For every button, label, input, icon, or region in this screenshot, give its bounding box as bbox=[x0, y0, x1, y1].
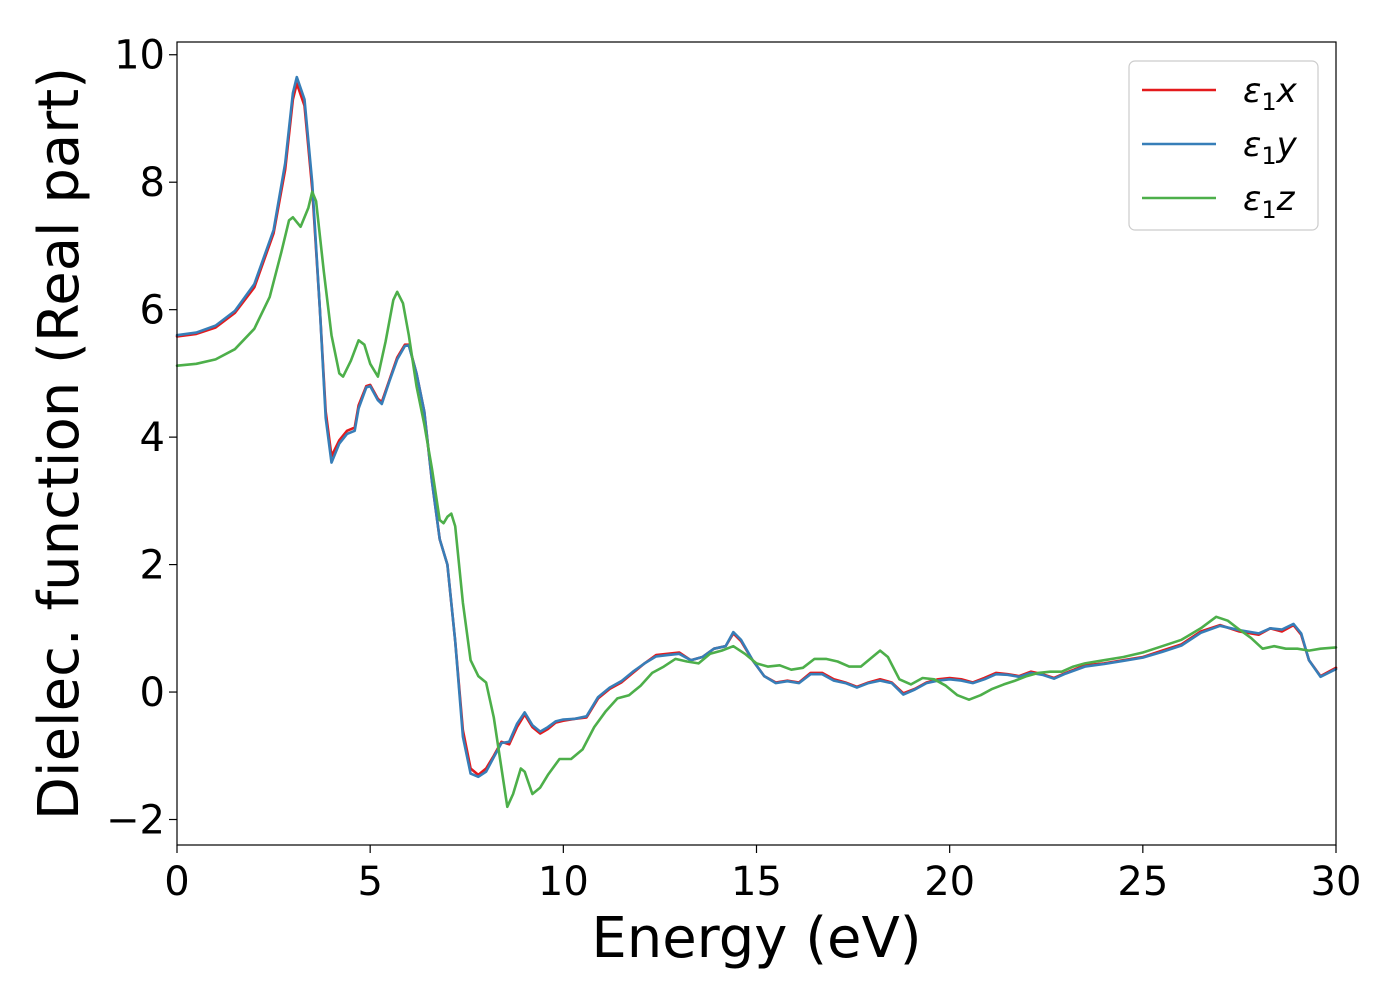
legend-label-x: ε1x bbox=[1243, 71, 1298, 116]
legend-label-subscript: 1 bbox=[1261, 142, 1276, 170]
series-line-z bbox=[175, 190, 1338, 809]
x-tick-label: 20 bbox=[924, 859, 975, 905]
y-tick-label: 10 bbox=[114, 33, 165, 79]
y-axis-title: Dielec. function (Real part) bbox=[27, 67, 92, 820]
legend-label-base: ε bbox=[1243, 71, 1261, 111]
legend-label-subscript: 1 bbox=[1261, 196, 1276, 224]
legend-label-subscript: 1 bbox=[1261, 88, 1276, 116]
legend-box bbox=[1128, 60, 1319, 231]
series-line-y bbox=[175, 75, 1338, 779]
y-tick-label: 8 bbox=[140, 160, 165, 206]
y-tick-label: 0 bbox=[140, 670, 165, 716]
legend-label-base: ε bbox=[1243, 125, 1261, 165]
legend-label-suffix: y bbox=[1276, 125, 1298, 165]
x-tick-label: 0 bbox=[164, 859, 189, 905]
x-tick-label: 10 bbox=[538, 859, 589, 905]
legend-label-base: ε bbox=[1243, 179, 1261, 219]
y-tick-label: 2 bbox=[140, 543, 165, 589]
y-tick-label: −2 bbox=[106, 798, 165, 844]
x-tick-label: 25 bbox=[1117, 859, 1168, 905]
legend-label-z: ε1z bbox=[1243, 179, 1296, 224]
x-axis-title: Energy (eV) bbox=[591, 906, 921, 971]
x-tick-label: 15 bbox=[731, 859, 782, 905]
x-tick-label: 5 bbox=[357, 859, 382, 905]
legend-label-y: ε1y bbox=[1243, 125, 1298, 170]
y-tick-label: 4 bbox=[140, 415, 165, 461]
legend-label-suffix: z bbox=[1276, 179, 1296, 219]
series-layer bbox=[175, 75, 1338, 809]
x-tick-label: 30 bbox=[1311, 859, 1362, 905]
legend-label-suffix: x bbox=[1276, 71, 1298, 111]
y-tick-label: 6 bbox=[140, 288, 165, 334]
x-axis-ticks: 0 5 10 15 20 25 30 bbox=[164, 845, 1361, 905]
y-axis-ticks: −2 0 2 4 6 8 10 bbox=[106, 33, 177, 844]
